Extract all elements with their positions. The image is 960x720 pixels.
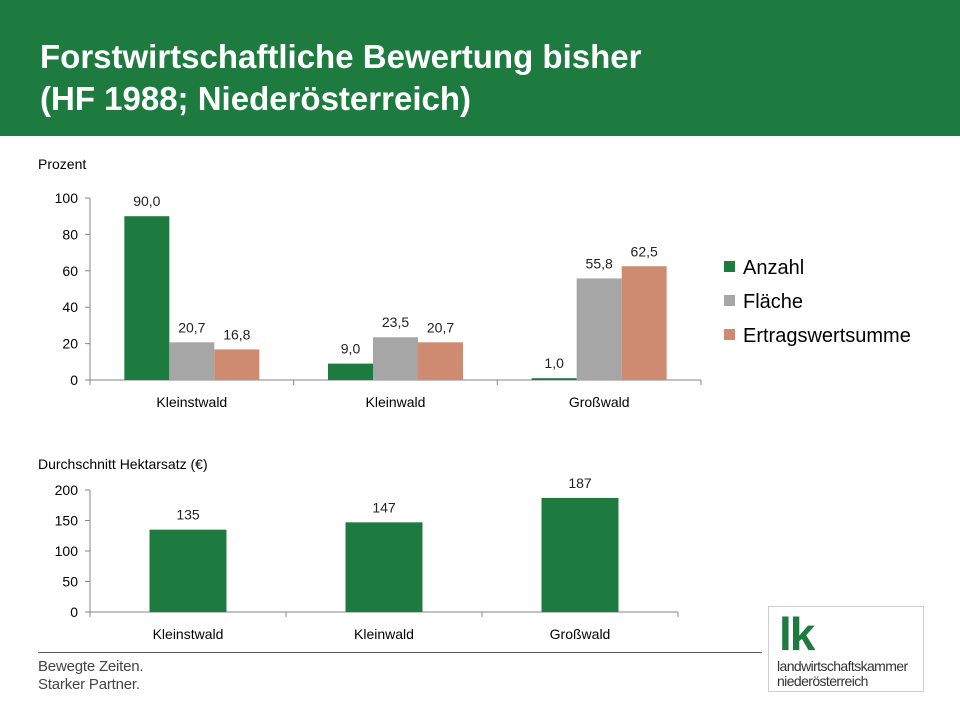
y-tick-label: 60 (62, 263, 78, 279)
bar (328, 363, 373, 380)
y-tick-label: 80 (62, 226, 78, 242)
legend-swatch (724, 295, 735, 306)
y-tick-label: 0 (70, 372, 78, 388)
page-title-line-1: Forstwirtschaftliche Bewertung bisher (40, 38, 642, 75)
page-title-line-2: (HF 1988; Niederösterreich) (40, 80, 471, 117)
legend-label: Anzahl (743, 257, 804, 279)
slogan-line-2: Starker Partner. (38, 676, 140, 693)
x-category-label: Kleinwald (354, 626, 414, 642)
footer-divider (38, 652, 762, 653)
x-category-label: Kleinstwald (156, 394, 227, 410)
data-label: 1,0 (544, 355, 564, 371)
slogan-line-1: Bewegte Zeiten. (38, 658, 144, 675)
title-banner: Forstwirtschaftliche Bewertung bisher (H… (0, 0, 960, 136)
data-label: 135 (176, 507, 200, 523)
bar (621, 266, 667, 380)
bar (214, 349, 260, 380)
chart-percent-grouped-bars: Prozent 0 20 40 60 80 100 90,0 20,7 16,8 Kleinstwa… (38, 156, 911, 410)
logo-name-line-2: niederösterreich (777, 673, 868, 689)
page-title: Forstwirtschaftliche Bewertung bisher (H… (40, 36, 920, 120)
data-label: 16,8 (223, 326, 250, 342)
bar (418, 342, 463, 380)
y-tick-label: 150 (55, 513, 79, 529)
data-label: 20,7 (427, 319, 454, 335)
data-label: 23,5 (382, 314, 409, 330)
bar (169, 342, 215, 380)
data-label: 90,0 (133, 193, 160, 209)
logo-name: landwirtschaftskammer niederösterreich (777, 659, 908, 689)
x-category-label: Großwald (550, 626, 611, 642)
data-label: 20,7 (178, 319, 205, 335)
y-tick-label: 0 (70, 604, 78, 620)
legend-label: Fläche (743, 291, 803, 313)
data-label: 187 (568, 475, 592, 491)
legend-label: Ertragswertsumme (743, 325, 911, 347)
y-tick-label: 100 (55, 190, 79, 206)
y-axis-label: Durchschnitt Hektarsatz (€) (38, 456, 208, 472)
x-category-label: Kleinstwald (153, 626, 224, 642)
logo-mark: lk (779, 608, 815, 660)
data-label: 62,5 (631, 243, 658, 259)
logo-name-line-1: landwirtschaftskammer (777, 658, 908, 674)
y-tick-label: 200 (55, 482, 79, 498)
footer-slogan: Bewegte Zeiten. Starker Partner. (38, 658, 144, 694)
bar (149, 529, 227, 612)
data-label: 9,0 (341, 341, 361, 357)
x-category-label: Großwald (569, 394, 630, 410)
x-category-label: Kleinwald (366, 394, 426, 410)
bar (373, 337, 418, 380)
y-axis-label: Prozent (38, 156, 86, 172)
bar (124, 216, 170, 380)
bar (531, 378, 577, 380)
bar (576, 278, 622, 380)
y-tick-label: 40 (62, 299, 78, 315)
bar (345, 522, 423, 612)
bar (541, 497, 619, 612)
data-label: 147 (372, 499, 396, 515)
y-tick-label: 100 (55, 543, 79, 559)
data-label: 55,8 (586, 255, 613, 271)
legend-swatch (724, 261, 735, 272)
y-tick-label: 20 (62, 336, 78, 352)
lk-logo: lk landwirtschaftskammer niederösterreic… (768, 606, 924, 692)
legend-swatch (724, 329, 735, 340)
y-tick-label: 50 (62, 574, 78, 590)
